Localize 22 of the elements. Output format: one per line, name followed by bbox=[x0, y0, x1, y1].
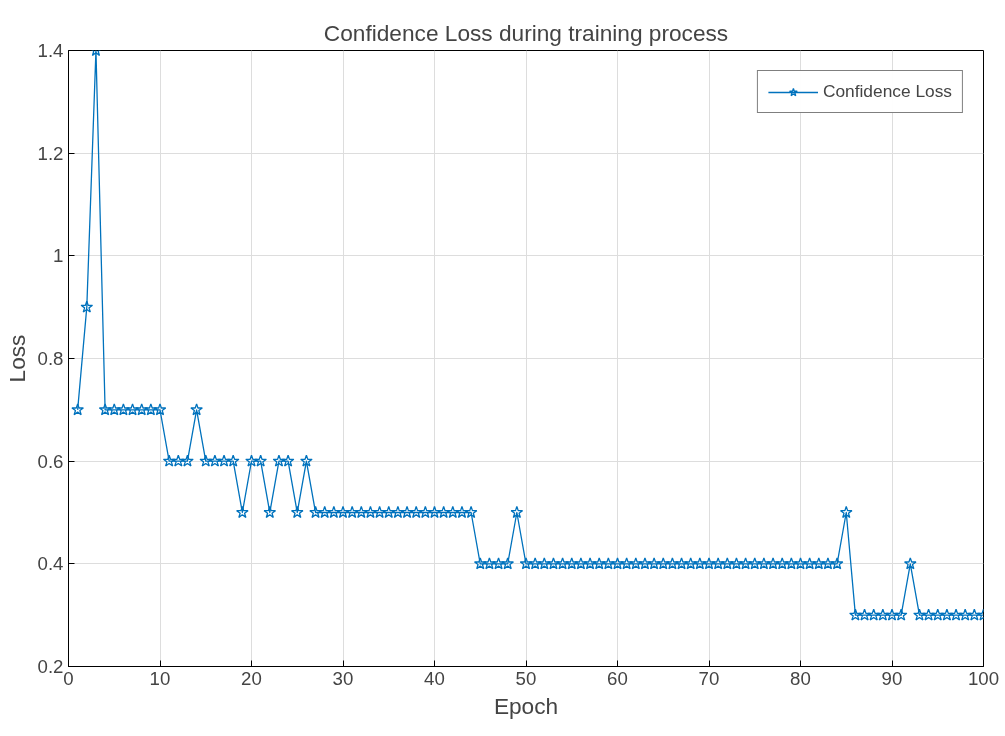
y-tick-label: 0.8 bbox=[37, 348, 64, 369]
x-tick-label: 90 bbox=[881, 667, 903, 689]
y-tick-label: 1.4 bbox=[37, 40, 64, 61]
chart-title: Confidence Loss during training process bbox=[323, 19, 729, 46]
y-tick-label: 1 bbox=[53, 245, 64, 267]
y-tick-label: 1.2 bbox=[37, 142, 64, 164]
x-tick-label: 100 bbox=[967, 667, 1000, 689]
x-tick-label: 60 bbox=[607, 667, 628, 689]
y-tick-label: 0.6 bbox=[37, 450, 64, 472]
y-tick-label: 0.2 bbox=[37, 656, 64, 677]
x-tick-label: 40 bbox=[424, 667, 445, 689]
legend-label: Confidence Loss bbox=[822, 81, 952, 102]
y-axis-title: Loss bbox=[3, 334, 30, 383]
x-tick-label: 70 bbox=[698, 667, 720, 689]
x-tick-label: 0 bbox=[63, 667, 74, 689]
x-tick-label: 30 bbox=[332, 667, 354, 689]
x-axis-title: Epoch bbox=[493, 692, 559, 719]
x-tick-label: 10 bbox=[149, 667, 171, 689]
x-tick-label: 80 bbox=[790, 667, 811, 689]
x-tick-label: 20 bbox=[241, 667, 262, 689]
x-tick-label: 50 bbox=[515, 667, 537, 689]
y-tick-label: 0.4 bbox=[37, 553, 64, 575]
